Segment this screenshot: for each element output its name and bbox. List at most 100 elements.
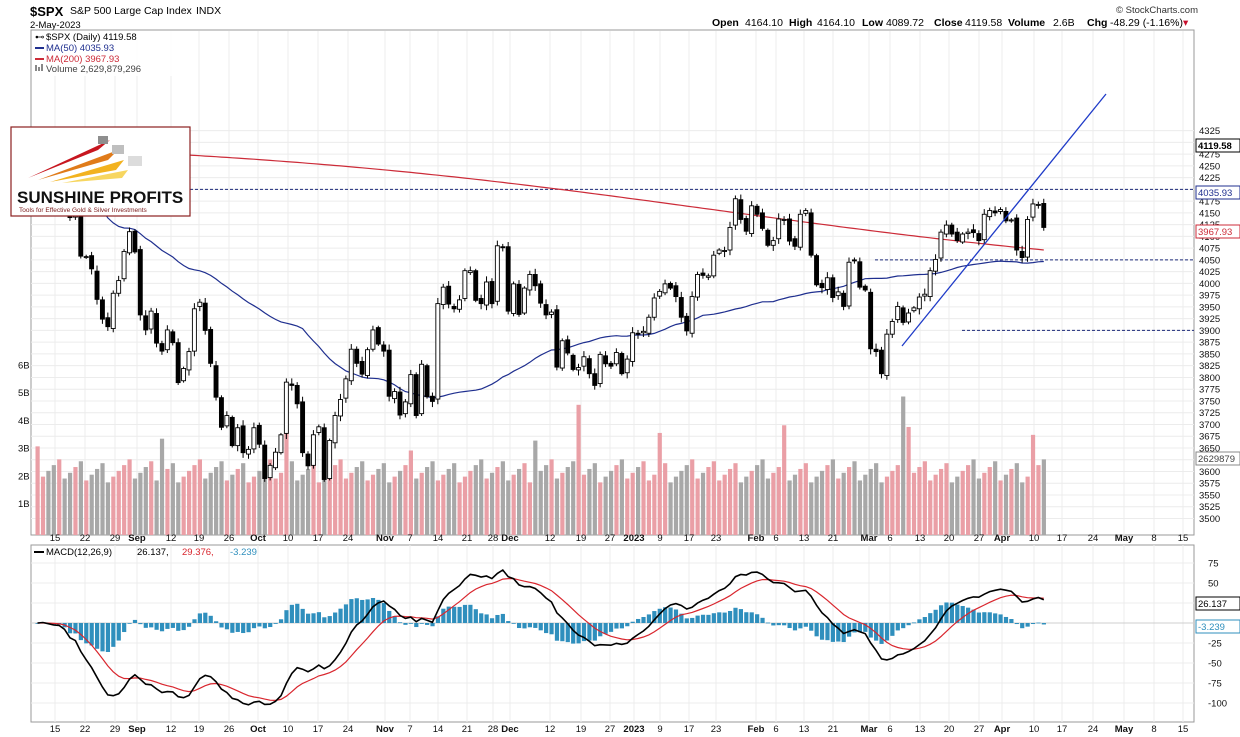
macd-histogram-bar <box>712 613 716 623</box>
macd-histogram-bar <box>198 613 202 623</box>
macd-histogram-bar <box>301 609 305 623</box>
price-tick-label: 3600 <box>1199 467 1220 478</box>
x-tick-label: Apr <box>994 533 1011 544</box>
volume-bar <box>593 463 597 535</box>
signal-legend-value: 29.376, <box>182 547 214 558</box>
volume-bar <box>896 465 900 535</box>
x-tick-label: 23 <box>711 724 722 735</box>
volume-bar <box>771 473 775 535</box>
x-tick-label: 28 <box>488 533 499 544</box>
macd-histogram-bar <box>306 614 310 623</box>
candle-body <box>344 379 348 398</box>
candle-body <box>977 234 981 241</box>
macd-histogram-bar <box>760 618 764 623</box>
x-tick-label: 15 <box>1178 533 1189 544</box>
macd-histogram-bar <box>246 623 250 632</box>
macd-histogram-bar <box>187 623 191 627</box>
copyright: © StockCharts.com <box>1116 5 1198 16</box>
x-tick-label: 19 <box>576 533 587 544</box>
x-tick-label: 26 <box>224 724 235 735</box>
candle-body <box>398 392 402 415</box>
candle-body <box>858 262 862 287</box>
macd-histogram-bar <box>907 623 911 625</box>
volume-bar <box>663 463 667 535</box>
macd-histogram-bar <box>295 604 299 623</box>
candle-body <box>393 392 397 399</box>
volume-bar <box>1036 465 1040 535</box>
x-tick-label: Dec <box>501 533 518 544</box>
macd-histogram-bar <box>631 622 635 623</box>
candle-body <box>604 356 608 364</box>
macd-histogram-bar <box>79 623 83 640</box>
volume-bar <box>436 480 440 535</box>
macd-histogram-bar <box>701 615 705 623</box>
x-tick-label: 27 <box>605 533 616 544</box>
macd-histogram-bar <box>133 620 137 623</box>
price-tick-label: 3500 <box>1199 514 1220 525</box>
x-tick-label: 6 <box>887 533 892 544</box>
legend-ma50: MA(50) 4035.93 <box>46 43 114 54</box>
macd-histogram-bar <box>274 623 278 624</box>
stock-chart: $SPX S&P 500 Large Cap Index INDX 2-May-… <box>0 0 1240 737</box>
macd-histogram-bar <box>117 623 121 641</box>
volume-bar <box>176 482 180 535</box>
volume-bar <box>490 473 494 535</box>
candle-body <box>733 199 737 225</box>
x-tick-label: Sep <box>128 533 146 544</box>
candle-body <box>744 219 748 232</box>
price-tick-label: 3975 <box>1199 291 1220 302</box>
volume-badge: 2629879 <box>1198 454 1235 465</box>
volume-value: 2.6B <box>1053 17 1075 29</box>
candle-body <box>533 274 537 285</box>
x-tick-label: 19 <box>194 724 205 735</box>
candle-body <box>274 452 278 468</box>
candle-body <box>836 292 840 296</box>
volume-bar <box>1020 482 1024 535</box>
candle-body <box>268 465 272 477</box>
volume-bar <box>46 471 50 535</box>
volume-bar <box>787 480 791 535</box>
volume-bar <box>479 459 483 535</box>
macd-histogram-bar <box>625 623 629 626</box>
volume-bar <box>73 467 77 535</box>
candle-body <box>90 256 94 269</box>
candle-body <box>246 449 250 454</box>
macd-histogram-bar <box>609 623 613 632</box>
candle-body <box>750 206 754 234</box>
macd-histogram-bar <box>604 623 608 634</box>
candle-body <box>988 211 992 217</box>
candle-body <box>863 286 867 290</box>
macd-histogram-bar <box>804 623 808 627</box>
x-tick-label: 9 <box>657 724 662 735</box>
volume-bar <box>679 471 683 535</box>
candle-body <box>355 349 359 363</box>
candle-body <box>430 396 434 401</box>
macd-histogram-bar <box>641 617 645 623</box>
macd-histogram-bar <box>165 623 169 629</box>
macd-histogram-bar <box>739 609 743 623</box>
volume-bar <box>241 463 245 535</box>
candle-body <box>712 255 716 276</box>
x-tick-label: 10 <box>283 533 294 544</box>
volume-bar <box>885 477 889 535</box>
macd-histogram-bar <box>452 607 456 623</box>
volume-axis: 1B2B3B4B5B6B <box>18 361 30 511</box>
macd-histogram-bar <box>398 622 402 623</box>
candle-body <box>155 313 159 343</box>
candle-body <box>111 293 115 328</box>
candle-body <box>982 214 986 239</box>
price-tick-label: 3700 <box>1199 420 1220 431</box>
macd-line <box>38 570 1044 705</box>
volume-bar <box>425 467 429 535</box>
hist-legend-value: -3.239 <box>230 547 257 558</box>
x-tick-label: 19 <box>194 533 205 544</box>
candle-body <box>728 227 732 250</box>
volume-bar <box>598 482 602 535</box>
macd-histogram-bar <box>279 619 283 623</box>
candle-body <box>301 402 305 453</box>
ma200-badge: 3967.93 <box>1198 227 1232 238</box>
macd-histogram-bar <box>155 623 159 630</box>
volume-bar <box>760 459 764 535</box>
candle-body <box>311 435 315 466</box>
x-tick-label: 15 <box>50 724 61 735</box>
